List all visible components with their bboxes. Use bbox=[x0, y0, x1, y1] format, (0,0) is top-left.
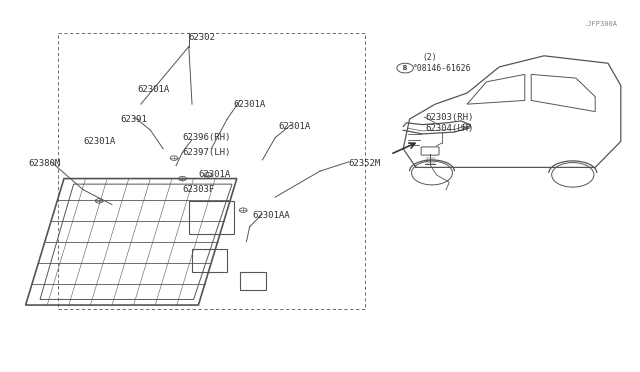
Text: 62301A: 62301A bbox=[138, 85, 170, 94]
Text: 62397(LH): 62397(LH) bbox=[182, 148, 231, 157]
Bar bbox=[192, 249, 227, 272]
Text: 62301A: 62301A bbox=[278, 122, 310, 131]
Text: 62396(RH): 62396(RH) bbox=[182, 133, 231, 142]
Bar bbox=[240, 272, 266, 290]
Bar bbox=[189, 201, 234, 234]
Text: 62301A: 62301A bbox=[198, 170, 230, 179]
Text: 62301AA: 62301AA bbox=[253, 211, 291, 220]
Text: °08146-61626: °08146-61626 bbox=[413, 64, 471, 73]
Text: 62304(LH): 62304(LH) bbox=[426, 124, 474, 133]
Text: 62391: 62391 bbox=[120, 115, 147, 124]
Text: 62302: 62302 bbox=[189, 33, 216, 42]
Text: B: B bbox=[403, 65, 407, 71]
Text: 62380M: 62380M bbox=[29, 159, 61, 168]
Text: 62303(RH): 62303(RH) bbox=[426, 113, 474, 122]
Text: 62352M: 62352M bbox=[349, 159, 381, 168]
Text: 62303F: 62303F bbox=[182, 185, 214, 194]
Text: 62301A: 62301A bbox=[83, 137, 115, 146]
Text: (2): (2) bbox=[422, 53, 437, 62]
Text: 62301A: 62301A bbox=[234, 100, 266, 109]
Text: .JFP300A: .JFP300A bbox=[584, 21, 618, 27]
